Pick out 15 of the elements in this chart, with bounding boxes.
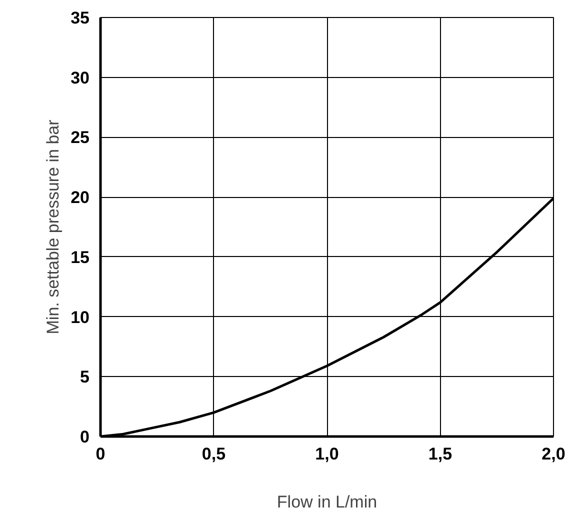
x-tick-label: 0,5 [202, 444, 226, 464]
y-tick-label: 20 [70, 188, 90, 208]
x-tick-label: 1,5 [428, 444, 452, 464]
y-axis-title: Min. settable pressure in bar [44, 119, 63, 334]
y-tick-label: 0 [80, 428, 90, 446]
x-tick-label: 0 [96, 444, 106, 464]
x-tick-label: 1,0 [315, 444, 339, 464]
y-tick-label: 5 [80, 368, 90, 387]
y-tick-label: 15 [70, 248, 90, 267]
y-tick-label: 10 [70, 308, 90, 327]
x-tick-label: 2,0 [542, 444, 566, 464]
y-tick-label: 30 [70, 68, 90, 88]
y-tick-label: 25 [70, 128, 90, 148]
x-axis-title: Flow in L/min [276, 492, 378, 512]
y-tick-label: 35 [70, 8, 90, 28]
